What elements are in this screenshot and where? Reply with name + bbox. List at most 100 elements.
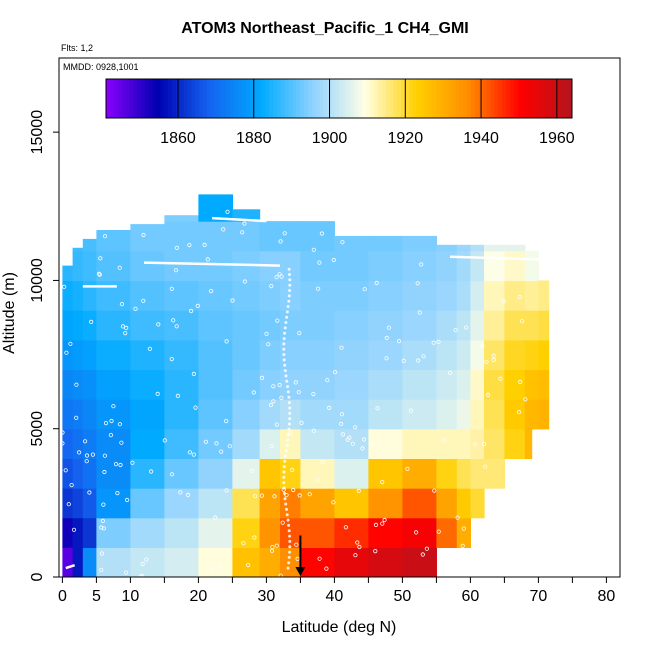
heatmap-cell xyxy=(164,250,199,282)
heatmap-cell xyxy=(164,215,199,222)
track-point xyxy=(60,430,65,435)
colorbar-segment xyxy=(206,79,212,118)
heatmap-cell xyxy=(82,517,97,548)
x-axis-label: Latitude (deg N) xyxy=(282,619,397,636)
track-point xyxy=(415,281,420,286)
colorbar-segment xyxy=(540,79,546,118)
track-point xyxy=(113,461,119,467)
track-point xyxy=(111,404,116,409)
colorbar: 1860 1880 1900 1920 1940 1960 xyxy=(105,78,575,147)
heatmap-cell xyxy=(334,369,369,400)
heatmap-cell xyxy=(484,428,505,459)
track-point xyxy=(217,564,222,569)
heatmap-cell xyxy=(259,280,281,311)
colorbar-segment xyxy=(486,79,491,118)
heatmap-cell xyxy=(300,488,335,519)
colorbar-segment xyxy=(455,79,460,118)
heatmap-cell xyxy=(259,547,281,577)
colorbar-segment xyxy=(331,79,336,118)
colorbar-segment xyxy=(284,79,290,118)
colorbar-segment xyxy=(172,79,177,118)
colorbar-segment xyxy=(261,79,266,118)
colorbar-segment xyxy=(125,79,130,118)
heatmap-cell xyxy=(198,369,233,400)
heatmap-cell xyxy=(368,250,403,282)
track-point xyxy=(360,446,365,451)
heatmap-cell xyxy=(62,428,74,459)
colorbar-segment xyxy=(144,79,150,118)
track-point xyxy=(286,433,290,437)
track-point xyxy=(97,272,102,277)
track-point xyxy=(320,460,325,465)
heatmap-cell xyxy=(368,428,403,459)
colorbar-segment xyxy=(389,79,394,118)
track-point xyxy=(520,319,525,324)
colorbar-segment xyxy=(210,79,216,118)
colorbar-segment xyxy=(408,79,414,118)
heatmap-cell xyxy=(402,517,437,548)
track-point xyxy=(287,430,292,436)
track-point xyxy=(282,231,287,236)
heatmap-cell xyxy=(62,310,74,341)
heatmap-cell xyxy=(300,517,335,548)
heatmap-cell xyxy=(280,488,301,519)
colorbar-segment xyxy=(463,79,468,118)
track-point xyxy=(169,472,175,477)
heatmap-cell xyxy=(72,517,84,548)
heatmap-cell xyxy=(368,517,403,548)
heatmap-cell xyxy=(130,428,165,459)
track-point xyxy=(124,570,129,575)
heatmap-cell xyxy=(259,369,281,400)
heatmap-cell xyxy=(436,517,458,548)
colorbar-segment xyxy=(401,79,406,118)
track-point xyxy=(66,502,71,507)
track-point xyxy=(340,432,346,437)
colorbar-segment xyxy=(257,79,262,118)
heatmap-cell xyxy=(232,458,261,489)
colorbar-segment xyxy=(106,79,111,118)
track-point xyxy=(284,449,288,453)
heatmap-cell xyxy=(96,369,131,400)
track-point xyxy=(285,513,289,517)
track-point xyxy=(252,535,257,540)
dates-label: MMDD: 0928,1001 xyxy=(63,62,139,72)
heatmap-cell xyxy=(334,235,369,252)
heatmap-cell xyxy=(538,310,550,341)
heatmap-cell xyxy=(368,280,403,311)
track-point xyxy=(287,401,291,405)
heatmap-cell xyxy=(484,310,505,341)
track-point xyxy=(279,274,284,279)
heatmap-cell xyxy=(130,458,165,489)
heatmap-cell xyxy=(62,339,74,370)
heatmap-cell xyxy=(96,547,131,577)
colorbar-segment xyxy=(498,79,503,118)
heatmap-cell xyxy=(96,339,131,370)
colorbar-segment xyxy=(412,79,418,118)
track-point xyxy=(286,518,290,522)
heatmap-cell xyxy=(436,428,458,459)
track-point xyxy=(285,507,288,511)
track-point xyxy=(287,427,291,431)
heatmap-cell xyxy=(96,399,131,430)
track-point xyxy=(282,465,286,469)
colorbar-segment xyxy=(230,79,235,118)
track-point xyxy=(277,382,282,388)
track-point xyxy=(98,256,103,261)
track-point xyxy=(147,346,152,351)
track-point xyxy=(498,376,503,381)
heatmap-cell xyxy=(82,399,97,430)
track-point xyxy=(284,454,287,458)
heatmap-cell xyxy=(334,428,369,459)
colorbar-segment xyxy=(556,79,561,118)
heatmap-cell xyxy=(96,250,131,282)
heatmap-cell xyxy=(96,230,131,252)
track-point xyxy=(447,370,453,376)
heatmap-cell xyxy=(436,280,458,311)
track-point xyxy=(287,299,291,303)
colorbar-segment xyxy=(253,79,258,118)
track-point xyxy=(68,341,73,346)
heatmap-cell xyxy=(300,458,335,489)
colorbar-segment xyxy=(525,79,530,118)
heatmap-cell xyxy=(538,339,550,370)
track-point xyxy=(173,268,179,273)
